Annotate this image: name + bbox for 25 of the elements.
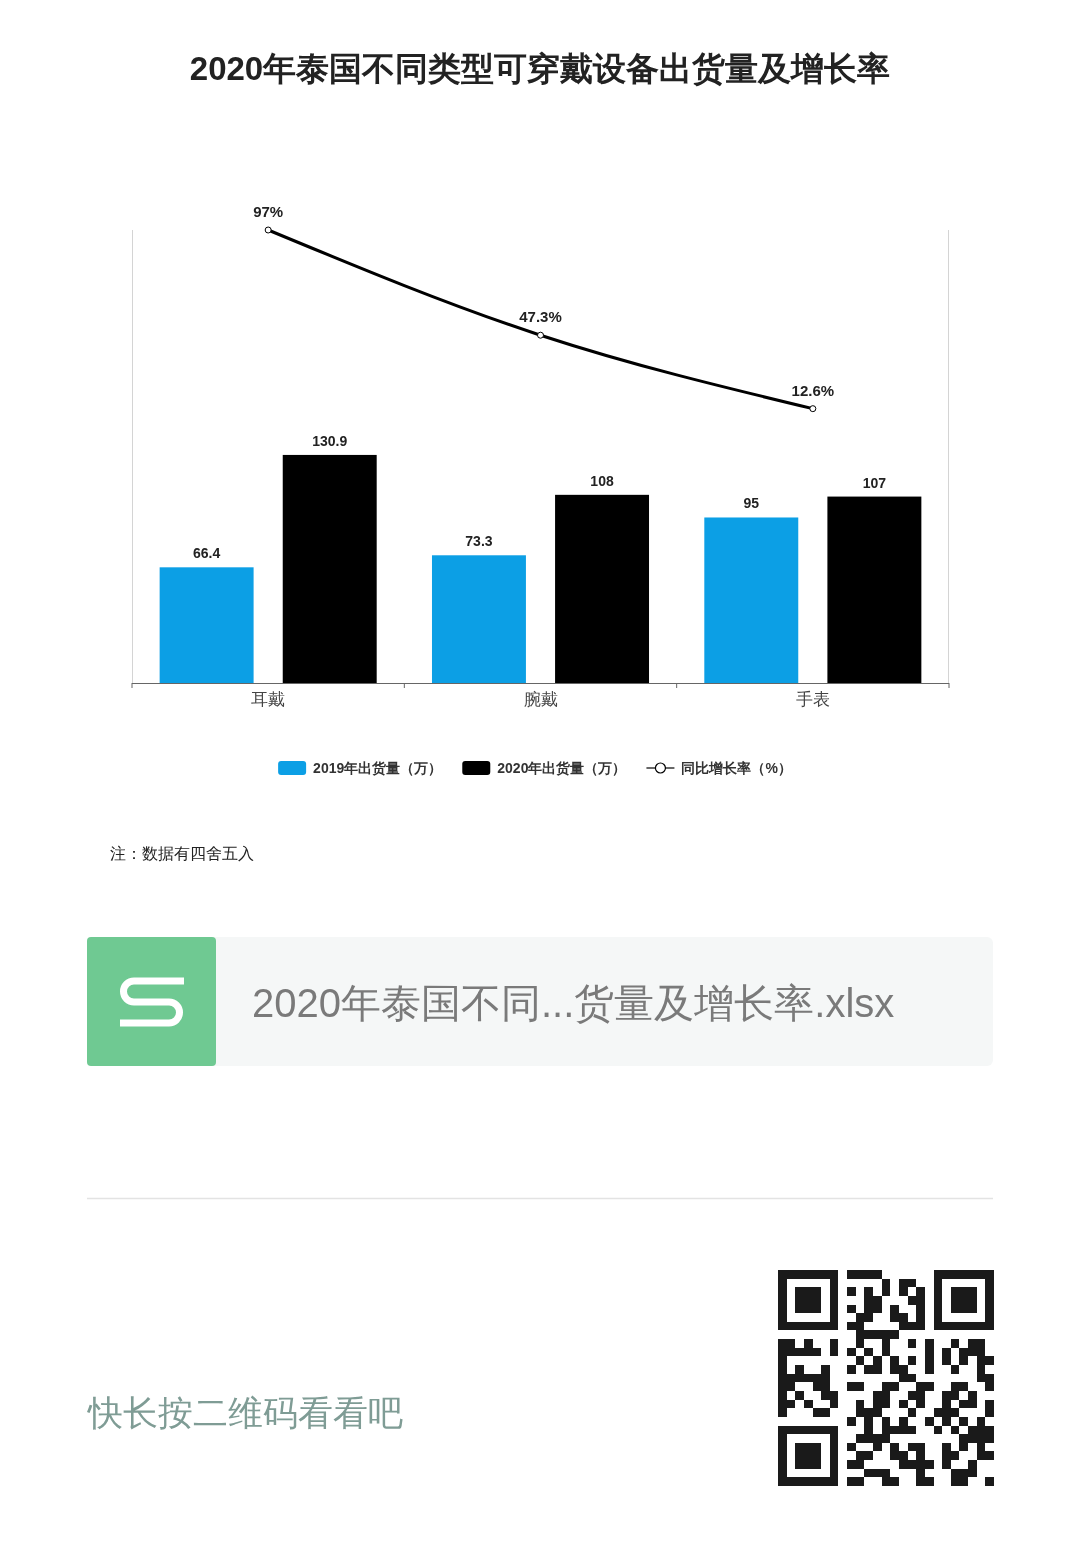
bar: [282, 454, 377, 683]
data-label: 47.3%: [519, 308, 562, 326]
data-label: 97%: [253, 203, 284, 220]
data-label: 73.3: [465, 533, 493, 550]
data-label: 66.4: [192, 545, 221, 562]
data-label: 12.6%: [791, 381, 835, 399]
text: 快长按二维码看看吧: [87, 1393, 403, 1432]
data-label: 130.9: [312, 432, 348, 449]
bar: [827, 496, 922, 683]
legend-label: 2019年出货量（万）: [313, 760, 443, 776]
bar: [431, 555, 526, 683]
chart-title: 2020年泰国不同类型可穿戴设备出货量及增长率: [189, 50, 891, 87]
legend-label: 同比增长率（%）: [681, 760, 792, 776]
text: 注：数据有四舍五入: [110, 845, 254, 862]
bar: [555, 494, 650, 683]
x-tick-label: 腕戴: [523, 690, 558, 709]
bar: [704, 517, 799, 683]
data-label: 108: [590, 472, 614, 489]
bar: [159, 567, 254, 683]
legend-label: 2020年出货量（万）: [497, 760, 627, 776]
text: 2020年泰国不同...货量及增长率.xlsx: [252, 981, 895, 1025]
data-label: 107: [862, 474, 887, 491]
x-tick-label: 手表: [795, 690, 830, 709]
data-label: 95: [743, 495, 760, 512]
x-tick-label: 耳戴: [251, 690, 286, 709]
